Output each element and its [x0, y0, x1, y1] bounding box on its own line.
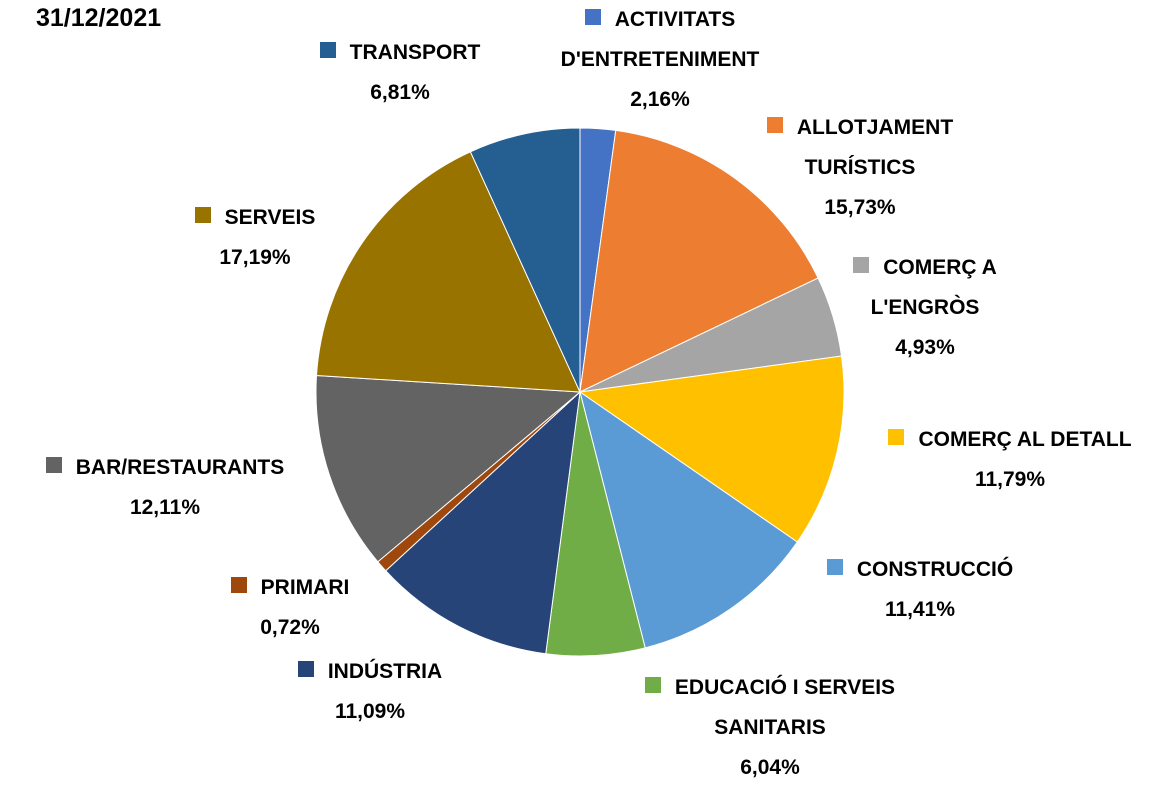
- legend-swatch: [319, 42, 336, 58]
- data-label: PRIMARI 0,72%: [190, 568, 390, 648]
- label-value: 17,19%: [219, 246, 291, 269]
- label-name: ACTIVITATS D'ENTRETENIMENT: [560, 8, 760, 71]
- pie-slice: [578, 355, 845, 543]
- data-label: ALLOTJAMENT TURÍSTICS 15,73%: [730, 108, 990, 228]
- data-label: ACTIVITATS D'ENTRETENIMENT 2,16%: [510, 0, 810, 120]
- pie-slice: [579, 129, 819, 393]
- pie-slice: [385, 390, 581, 655]
- label-value: 0,72%: [260, 616, 320, 639]
- label-value: 11,09%: [334, 700, 406, 723]
- label-value: 11,41%: [884, 598, 956, 621]
- label-value: 2,16%: [630, 88, 690, 111]
- legend-swatch: [584, 9, 601, 25]
- label-name: PRIMARI: [260, 576, 350, 599]
- legend-swatch: [826, 559, 843, 575]
- label-name: CONSTRUCCIÓ: [856, 558, 1014, 581]
- label-value: 12,11%: [129, 496, 201, 519]
- data-label: EDUCACIÓ I SERVEIS SANITARIS 6,04%: [625, 668, 915, 788]
- legend-swatch: [644, 677, 661, 693]
- chart-title: 31/12/2021: [36, 4, 162, 32]
- legend-swatch: [230, 577, 247, 593]
- label-value: 6,04%: [740, 756, 800, 779]
- legend-swatch: [853, 257, 870, 273]
- label-name: EDUCACIÓ I SERVEIS SANITARIS: [674, 676, 896, 739]
- data-label: COMERÇ A L'ENGRÒS 4,93%: [835, 248, 1015, 368]
- data-label: TRANSPORT 6,81%: [280, 33, 520, 113]
- legend-swatch: [888, 429, 905, 445]
- data-label: BAR/RESTAURANTS 12,11%: [5, 448, 325, 528]
- label-name: SERVEIS: [224, 206, 316, 229]
- pie-slice: [315, 151, 581, 393]
- label-name: ALLOTJAMENT TURÍSTICS: [796, 116, 954, 179]
- label-name: COMERÇ AL DETALL: [918, 428, 1132, 451]
- data-label: INDÚSTRIA 11,09%: [250, 652, 490, 732]
- pie-slice: [469, 127, 581, 393]
- label-value: 6,81%: [370, 81, 430, 104]
- legend-swatch: [297, 661, 314, 677]
- label-name: TRANSPORT: [349, 41, 481, 64]
- data-label: COMERÇ AL DETALL 11,79%: [850, 420, 1168, 500]
- pie-slice: [315, 374, 582, 563]
- data-label: SERVEIS 17,19%: [155, 198, 355, 278]
- pie-slice: [579, 390, 798, 649]
- label-name: COMERÇ A L'ENGRÒS: [870, 256, 997, 319]
- label-name: BAR/RESTAURANTS: [75, 456, 285, 479]
- label-name: INDÚSTRIA: [327, 660, 443, 683]
- label-value: 4,93%: [895, 336, 955, 359]
- legend-swatch: [766, 117, 783, 133]
- legend-swatch: [45, 457, 62, 473]
- label-value: 15,73%: [824, 196, 896, 219]
- label-value: 11,79%: [974, 468, 1046, 491]
- legend-swatch: [194, 207, 211, 223]
- data-label: CONSTRUCCIÓ 11,41%: [790, 550, 1050, 630]
